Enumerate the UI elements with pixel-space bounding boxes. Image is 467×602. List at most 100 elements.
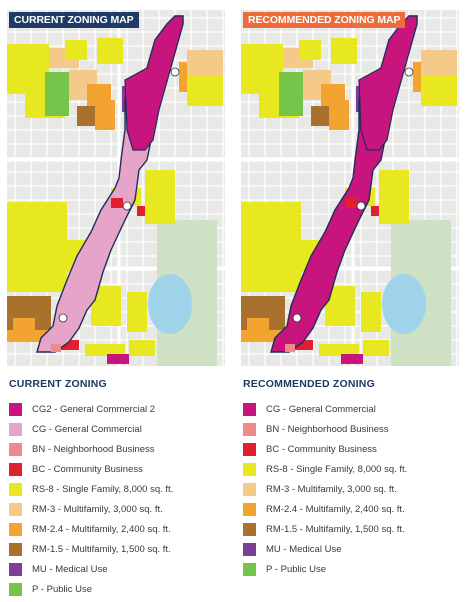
legend-swatch: [9, 562, 22, 576]
zoning-parcel: [361, 292, 381, 332]
zoning-parcel: [285, 344, 295, 352]
zoning-parcel: [421, 50, 457, 76]
legend-swatch: [9, 522, 22, 536]
legend-label: P - Public Use: [266, 563, 327, 575]
legend-swatch: [243, 402, 256, 416]
route-marker-icon: [292, 313, 302, 323]
legend-label: RM-1.5 - Multifamily, 1,500 sq. ft.: [266, 523, 405, 535]
legend-label: RS-8 - Single Family, 8,000 sq. ft.: [32, 483, 174, 495]
lake: [382, 274, 426, 334]
zoning-parcel: [13, 318, 35, 330]
legend-item: RM-2.4 - Multifamily, 2,400 sq. ft.: [9, 519, 173, 539]
zoning-parcel: [279, 72, 303, 116]
zoning-parcel: [95, 100, 115, 130]
zoning-parcel: [187, 50, 223, 76]
legend-swatch: [9, 422, 22, 436]
legend-item: MU - Medical Use: [243, 539, 407, 559]
legend-label: RS-8 - Single Family, 8,000 sq. ft.: [266, 463, 408, 475]
lake: [148, 274, 192, 334]
zoning-parcel: [145, 170, 175, 224]
zoning-parcel: [241, 330, 281, 342]
legend-label: CG - General Commercial: [32, 423, 142, 435]
legend-swatch: [243, 442, 256, 456]
zoning-parcel: [7, 330, 47, 342]
zoning-parcel: [187, 76, 223, 106]
legend-label: RM-2.4 - Multifamily, 2,400 sq. ft.: [266, 503, 405, 515]
legend-swatch: [9, 442, 22, 456]
legend-label: RM-1.5 - Multifamily, 1,500 sq. ft.: [32, 543, 171, 555]
legend-item: BC - Community Business: [243, 439, 407, 459]
legend-swatch: [243, 482, 256, 496]
zoning-parcel: [7, 202, 67, 292]
recommended-zoning-map: [241, 10, 459, 366]
current-legend-title: CURRENT ZONING: [9, 378, 107, 390]
zoning-parcel: [97, 38, 123, 64]
current-zoning-map: [7, 10, 225, 366]
zoning-parcel: [299, 40, 321, 60]
recommended-zoning-legend: CG - General Commercial BN - Neighborhood…: [243, 399, 407, 579]
current-zoning-map-graphic: [7, 10, 225, 366]
route-marker-icon: [122, 201, 132, 211]
legend-label: RM-3 - Multifamily, 3,000 sq. ft.: [32, 503, 163, 515]
legend-item: BC - Community Business: [9, 459, 173, 479]
zoning-parcel: [319, 344, 359, 356]
legend-swatch: [243, 502, 256, 516]
legend-item: MU - Medical Use: [9, 559, 173, 579]
current-zoning-legend: CG2 - General Commercial 2 CG - General C…: [9, 399, 173, 599]
route-marker-icon: [404, 67, 414, 77]
zoning-parcel: [45, 72, 69, 116]
legend-label: MU - Medical Use: [32, 563, 108, 575]
zoning-parcel: [341, 354, 363, 364]
legend-label: BN - Neighborhood Business: [266, 423, 389, 435]
route-marker-icon: [58, 313, 68, 323]
recommended-map-title: RECOMMENDED ZONING MAP: [243, 12, 406, 28]
legend-label: RM-2.4 - Multifamily, 2,400 sq. ft.: [32, 523, 171, 535]
route-marker-icon: [170, 67, 180, 77]
legend-label: CG2 - General Commercial 2: [32, 403, 156, 415]
legend-label: BN - Neighborhood Business: [32, 443, 155, 455]
legend-label: MU - Medical Use: [266, 543, 342, 555]
legend-item: P - Public Use: [9, 579, 173, 599]
legend-swatch: [243, 462, 256, 476]
zoning-parcel: [241, 202, 301, 292]
current-map-title: CURRENT ZONING MAP: [9, 12, 139, 28]
legend-item: CG - General Commercial: [9, 419, 173, 439]
legend-item: RS-8 - Single Family, 8,000 sq. ft.: [9, 479, 173, 499]
legend-item: CG2 - General Commercial 2: [9, 399, 173, 419]
legend-swatch: [9, 582, 22, 596]
zoning-parcel: [85, 344, 125, 356]
legend-item: RS-8 - Single Family, 8,000 sq. ft.: [243, 459, 407, 479]
zoning-parcel: [65, 40, 87, 60]
zoning-parcel: [247, 318, 269, 330]
zoning-parcel: [51, 344, 61, 352]
legend-swatch: [243, 542, 256, 556]
legend-swatch: [9, 502, 22, 516]
legend-swatch: [9, 482, 22, 496]
recommended-zoning-map-graphic: [241, 10, 459, 366]
recommended-legend-title: RECOMMENDED ZONING: [243, 378, 375, 390]
legend-item: RM-1.5 - Multifamily, 1,500 sq. ft.: [243, 519, 407, 539]
zoning-parcel: [129, 340, 155, 356]
legend-swatch: [243, 422, 256, 436]
zoning-parcel: [107, 354, 129, 364]
zoning-parcel: [421, 76, 457, 106]
legend-swatch: [243, 562, 256, 576]
legend-swatch: [9, 462, 22, 476]
zoning-parcel: [363, 340, 389, 356]
zoning-parcel: [345, 198, 357, 208]
legend-item: BN - Neighborhood Business: [243, 419, 407, 439]
legend-label: BC - Community Business: [32, 463, 143, 475]
corridor-commercial-segment: [124, 15, 184, 151]
legend-item: CG - General Commercial: [243, 399, 407, 419]
legend-item: P - Public Use: [243, 559, 407, 579]
zoning-parcel: [111, 198, 123, 208]
legend-item: RM-2.4 - Multifamily, 2,400 sq. ft.: [243, 499, 407, 519]
legend-swatch: [9, 402, 22, 416]
corridor-commercial-segment: [358, 15, 418, 151]
legend-item: RM-1.5 - Multifamily, 1,500 sq. ft.: [9, 539, 173, 559]
zoning-parcel: [329, 100, 349, 130]
zoning-parcel: [137, 206, 145, 216]
legend-item: RM-3 - Multifamily, 3,000 sq. ft.: [243, 479, 407, 499]
zoning-parcel: [127, 292, 147, 332]
legend-label: P - Public Use: [32, 583, 93, 595]
